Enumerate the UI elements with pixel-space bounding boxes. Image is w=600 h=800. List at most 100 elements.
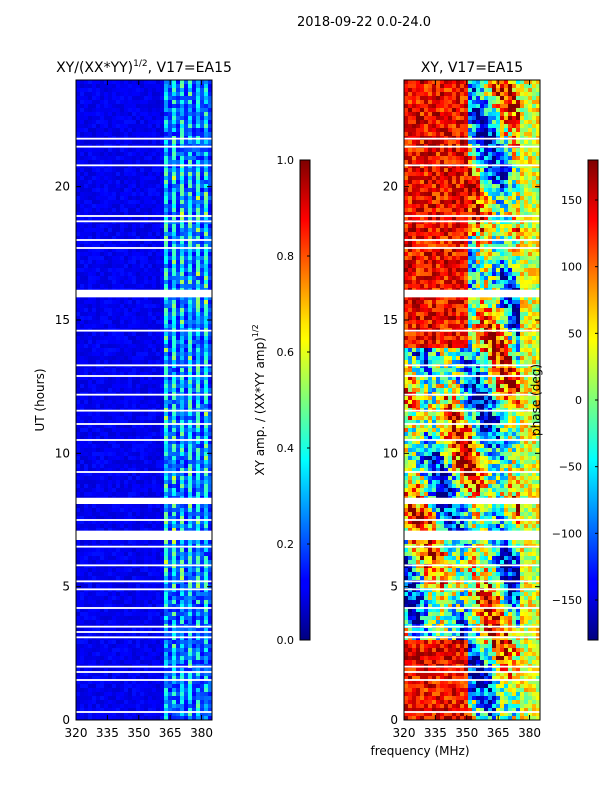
data-gap	[76, 497, 212, 500]
data-gap	[404, 239, 540, 241]
data-gap	[404, 607, 540, 609]
x-tick-label: 380	[190, 726, 213, 740]
panel-amplitude: XY/(XX*YY)1/2, V17=EA15 320 335 350 365 380 0…	[33, 59, 232, 740]
colorbar-tick-label: 50	[568, 327, 582, 340]
data-gap	[76, 393, 212, 396]
figure-suptitle: 2018-09-22 0.0-24.0	[297, 15, 431, 30]
data-gap	[76, 423, 212, 425]
phase-heatmap	[404, 80, 540, 720]
x-tick-label: 335	[424, 726, 447, 740]
y-tick-label: 20	[383, 180, 398, 194]
colorbar-tick-label: 0.2	[277, 538, 295, 551]
data-gap	[76, 439, 212, 441]
phase-colorbar: −150 −100 −50 0 50 100 150 phase (deg)	[529, 159, 599, 641]
y-tick-label: 0	[62, 713, 70, 727]
data-gap	[76, 519, 212, 521]
y-tick-label: 20	[55, 180, 70, 194]
data-gap	[76, 471, 212, 473]
data-gap	[404, 519, 540, 521]
data-gap	[76, 164, 212, 167]
x-tick-label: 365	[159, 726, 182, 740]
data-gap	[404, 409, 540, 412]
data-gap	[76, 711, 212, 713]
data-gap	[76, 145, 212, 148]
data-gap	[404, 625, 540, 628]
colorbar-tick-label: 0.8	[277, 250, 295, 263]
data-gap	[76, 375, 212, 377]
data-gap	[76, 364, 212, 367]
data-gap	[404, 545, 540, 548]
data-gap	[76, 215, 212, 217]
data-gap	[404, 588, 540, 591]
data-gap	[404, 671, 540, 673]
data-gap	[76, 564, 212, 567]
data-gap	[404, 164, 540, 167]
data-gap-wide	[404, 530, 540, 540]
amplitude-colorbar-ticks: 0.0 0.2 0.4 0.6 0.8 1.0	[277, 154, 310, 647]
data-gap	[404, 679, 540, 681]
panel-phase-title: XY, V17=EA15	[421, 60, 523, 76]
data-gap	[76, 631, 212, 633]
x-tick-label: 320	[393, 726, 416, 740]
data-gap	[76, 247, 212, 249]
amplitude-colorbar: 0.0 0.2 0.4 0.6 0.8 1.0 XY amp. / (XX*YY amp)…	[251, 154, 311, 647]
colorbar-tick-label: −50	[559, 461, 582, 474]
x-tick-label: 320	[65, 726, 88, 740]
data-gap	[404, 564, 540, 567]
data-gap	[404, 329, 540, 332]
panel-phase: XY, V17=EA15 320 335 350 365 380 0 5 10 15 20	[383, 60, 541, 740]
data-gap	[76, 671, 212, 673]
colorbar-tick-label: 150	[561, 194, 582, 207]
x-tick-label: 350	[455, 726, 478, 740]
data-gap	[404, 636, 540, 639]
data-gap	[76, 679, 212, 681]
data-gap	[404, 375, 540, 377]
y-tick-label: 15	[55, 313, 70, 327]
amplitude-axis-ticks: 320 335 350 365 380 0 5 10 15 20	[55, 80, 213, 740]
data-gap	[404, 439, 540, 441]
data-gap	[76, 625, 212, 628]
colorbar-tick-label: 0.4	[277, 442, 295, 455]
data-gap	[404, 145, 540, 148]
data-gap	[76, 137, 212, 140]
data-gap	[404, 631, 540, 633]
data-gap-wide	[76, 498, 212, 504]
data-gap	[404, 471, 540, 473]
y-tick-label: 10	[383, 446, 398, 460]
data-gap	[76, 220, 212, 223]
amplitude-heatmap	[76, 80, 212, 720]
data-gap	[404, 247, 540, 249]
data-gap	[404, 497, 540, 500]
phase-axes-frame	[403, 79, 541, 721]
x-tick-label: 380	[518, 726, 541, 740]
data-gap	[76, 636, 212, 639]
data-gap	[76, 607, 212, 609]
y-tick-label: 10	[55, 446, 70, 460]
phase-colorbar-ticks: −150 −100 −50 0 50 100 150	[552, 194, 598, 607]
data-gap	[76, 588, 212, 591]
colorbar-tick-label: 0.0	[277, 634, 295, 647]
colorbar-tick-label: 0	[575, 394, 582, 407]
data-gap-wide	[404, 290, 540, 298]
data-gap-wide	[404, 498, 540, 504]
amplitude-colorbar-label: XY amp. / (XX*YY amp)1/2	[251, 324, 267, 475]
x-tick-label: 365	[487, 726, 510, 740]
panel-amplitude-title: XY/(XX*YY)1/2, V17=EA15	[56, 59, 232, 76]
amplitude-ylabel: UT (hours)	[33, 368, 47, 431]
y-tick-label: 15	[383, 313, 398, 327]
phase-colorbar-label: phase (deg)	[529, 364, 543, 436]
data-gap	[404, 393, 540, 396]
data-gap	[76, 665, 212, 668]
colorbar-tick-label: −100	[552, 527, 582, 540]
y-tick-label: 5	[62, 580, 70, 594]
amplitude-colorbar-strip	[299, 159, 311, 641]
data-gap	[404, 423, 540, 425]
colorbar-tick-label: 100	[561, 261, 582, 274]
data-gap	[404, 711, 540, 713]
shared-xlabel: frequency (MHz)	[370, 744, 469, 758]
data-gap	[76, 580, 212, 583]
x-tick-label: 350	[127, 726, 150, 740]
data-gap	[76, 409, 212, 412]
data-gap	[404, 665, 540, 668]
